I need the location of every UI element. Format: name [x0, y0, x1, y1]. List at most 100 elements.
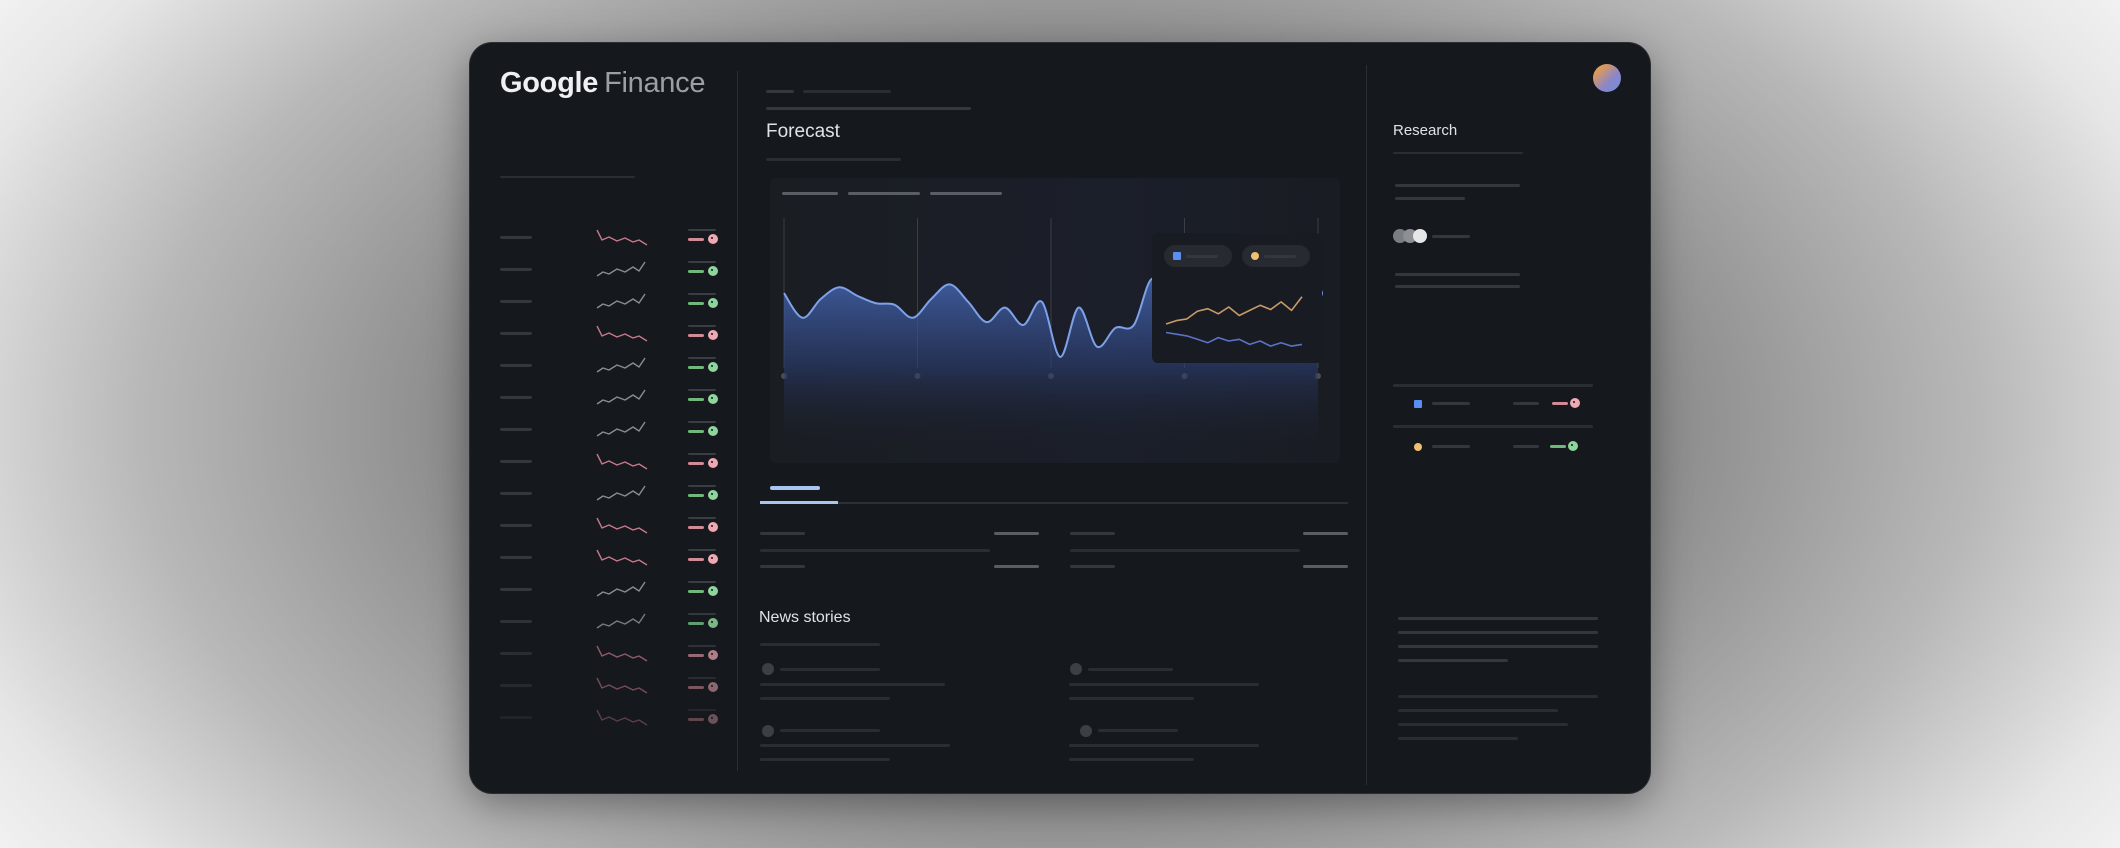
price-label — [688, 709, 716, 711]
positive-indicator-icon — [708, 266, 718, 276]
sparkline-up — [596, 389, 646, 405]
price-label — [688, 485, 716, 487]
ticker-label — [500, 492, 532, 495]
change-bar — [688, 238, 704, 241]
change-bar — [688, 430, 704, 433]
holding-change-negative — [1552, 402, 1568, 405]
watchlist-row[interactable] — [470, 389, 737, 428]
price-label — [688, 613, 716, 615]
research-paragraph-line — [1398, 659, 1508, 662]
breadcrumb-item[interactable] — [766, 90, 794, 93]
watchlist-row[interactable] — [470, 421, 737, 460]
breadcrumb-item[interactable] — [803, 90, 891, 93]
legend-chip-blue[interactable] — [1164, 245, 1232, 267]
news-source — [780, 729, 880, 732]
legend-chip-orange[interactable] — [1242, 245, 1310, 267]
account-avatar[interactable] — [1593, 64, 1621, 92]
research-paragraph-line — [1398, 645, 1598, 648]
news-headline — [1069, 744, 1259, 747]
research-paragraph-line — [1398, 709, 1558, 712]
price-label — [688, 581, 716, 583]
ticker-label — [500, 620, 532, 623]
ticker-label — [500, 716, 532, 719]
research-paragraph-line — [1398, 631, 1598, 634]
stat-divider — [760, 549, 990, 552]
price-label — [688, 517, 716, 519]
right-panel-border — [1366, 65, 1367, 785]
watchlist-row[interactable] — [470, 325, 737, 364]
watchlist-row[interactable] — [470, 261, 737, 300]
change-bar — [688, 334, 704, 337]
sparkline-down — [596, 517, 648, 534]
chart-range-option[interactable] — [782, 192, 838, 195]
legend-label — [1264, 255, 1296, 258]
watchlist-row[interactable] — [470, 229, 737, 268]
price-label — [688, 357, 716, 359]
positive-indicator-icon — [708, 490, 718, 500]
change-bar — [688, 718, 704, 721]
negative-indicator-icon — [708, 650, 718, 660]
research-paragraph-line — [1398, 723, 1568, 726]
change-bar — [688, 270, 704, 273]
google-finance-logo[interactable]: Google Finance — [500, 67, 705, 100]
stat-divider — [1070, 549, 1300, 552]
change-bar — [688, 366, 704, 369]
forecast-title: Forecast — [766, 121, 840, 142]
sparkline-up — [596, 485, 646, 501]
negative-indicator-icon — [708, 458, 718, 468]
watchlist-row[interactable] — [470, 613, 737, 652]
watchlist-row[interactable] — [470, 709, 737, 748]
ticker-label — [500, 588, 532, 591]
change-bar — [688, 622, 704, 625]
watchlist-row[interactable] — [470, 645, 737, 684]
change-bar — [688, 558, 704, 561]
tab-track-active — [760, 501, 838, 504]
news-source-icon — [1070, 663, 1082, 675]
news-source-icon — [762, 725, 774, 737]
legend-label — [1186, 255, 1218, 258]
watchlist-row[interactable] — [470, 453, 737, 492]
sparkline-up — [596, 261, 646, 277]
chart-range-option[interactable] — [848, 192, 920, 195]
left-panel-divider — [500, 176, 635, 178]
ticker-label — [500, 332, 532, 335]
watchlist-row[interactable] — [470, 517, 737, 556]
watchlist-row[interactable] — [470, 581, 737, 620]
price-label — [688, 293, 716, 295]
source-avatar-icon — [1413, 229, 1427, 243]
holding-name — [1432, 402, 1470, 405]
comparison-line-chart[interactable] — [1152, 233, 1322, 363]
sparkline-down — [596, 549, 648, 566]
change-bar — [688, 462, 704, 465]
stat-value — [994, 532, 1039, 535]
app-window: Google Finance — [470, 43, 1650, 793]
chart-range-option[interactable] — [930, 192, 1002, 195]
logo-google: Google — [500, 67, 599, 99]
change-bar — [688, 686, 704, 689]
circle-icon — [1251, 252, 1259, 260]
sparkline-down — [596, 645, 648, 662]
watchlist-row[interactable] — [470, 485, 737, 524]
positive-indicator-icon — [708, 298, 718, 308]
change-bar — [688, 526, 704, 529]
negative-indicator-icon — [708, 682, 718, 692]
price-label — [688, 549, 716, 551]
holding-change-positive — [1550, 445, 1566, 448]
tab-active-indicator[interactable] — [770, 486, 820, 490]
holding-value — [1513, 402, 1539, 405]
sparkline-up — [596, 357, 646, 373]
watchlist-row[interactable] — [470, 677, 737, 716]
square-icon — [1173, 252, 1181, 260]
negative-indicator-icon — [708, 234, 718, 244]
sparkline-down — [596, 229, 648, 246]
stat-label — [1070, 532, 1115, 535]
source-count — [1432, 235, 1470, 238]
research-text-line — [1395, 285, 1520, 288]
news-headline — [1069, 758, 1194, 761]
watchlist-row[interactable] — [470, 293, 737, 332]
watchlist-row[interactable] — [470, 357, 737, 396]
comparison-chart-card — [1152, 233, 1322, 363]
watchlist-row[interactable] — [470, 549, 737, 588]
price-label — [688, 453, 716, 455]
stat-label — [1070, 565, 1115, 568]
